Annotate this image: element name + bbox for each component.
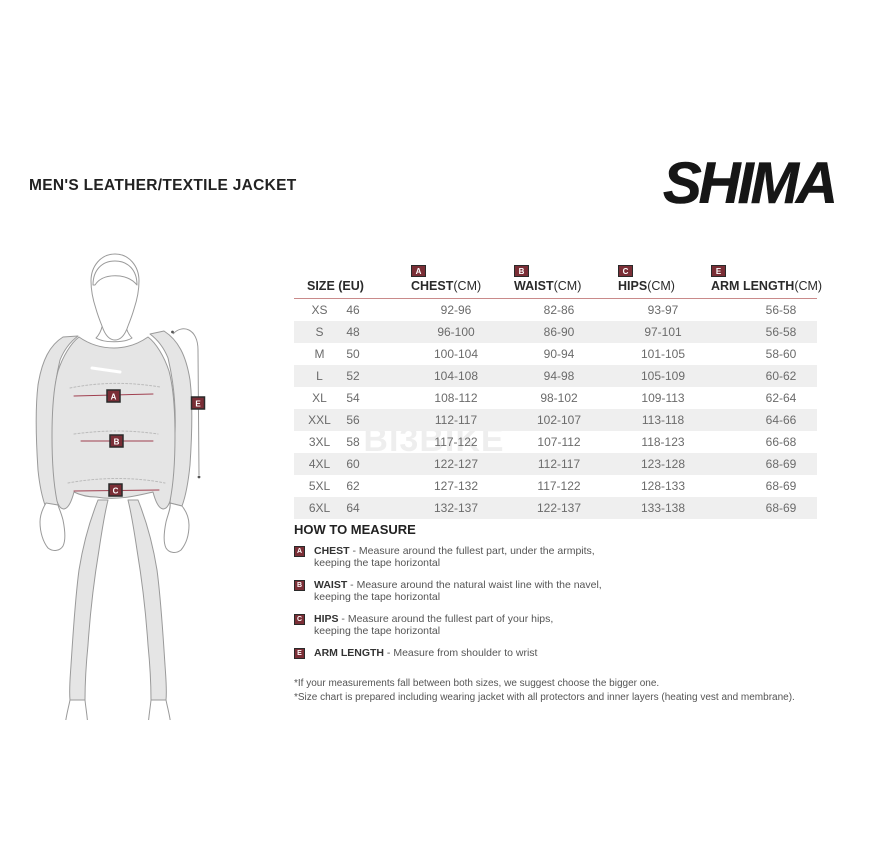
svg-text:SHIMA: SHIMA: [663, 160, 835, 215]
svg-text:E: E: [195, 400, 201, 409]
svg-text:C: C: [113, 487, 119, 496]
svg-text:A: A: [111, 393, 117, 402]
svg-text:B: B: [114, 438, 120, 447]
